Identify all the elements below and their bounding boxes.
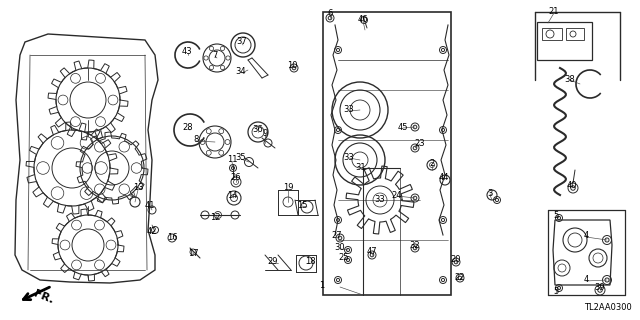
Text: 12: 12 — [210, 213, 220, 222]
Text: 34: 34 — [236, 68, 246, 76]
Text: 17: 17 — [188, 249, 198, 258]
Text: 23: 23 — [415, 139, 426, 148]
Text: 41: 41 — [145, 201, 156, 210]
Text: 29: 29 — [268, 258, 278, 267]
Text: 13: 13 — [132, 183, 143, 193]
Text: 5: 5 — [554, 211, 559, 220]
Text: 26: 26 — [230, 173, 241, 182]
Text: 14: 14 — [227, 190, 237, 199]
Bar — [542, 28, 562, 40]
Text: 19: 19 — [283, 183, 293, 193]
Text: 25: 25 — [339, 252, 349, 261]
Text: 43: 43 — [182, 47, 192, 57]
Text: 36: 36 — [253, 125, 264, 134]
Bar — [566, 28, 584, 40]
Text: 35: 35 — [236, 154, 246, 163]
Text: 24: 24 — [392, 190, 403, 199]
Text: 8: 8 — [193, 135, 198, 145]
Text: 38: 38 — [564, 76, 575, 84]
Text: 46: 46 — [358, 15, 368, 25]
Text: 27: 27 — [332, 231, 342, 241]
Text: 18: 18 — [305, 258, 316, 267]
Text: 3: 3 — [487, 188, 493, 197]
Text: 6: 6 — [327, 10, 333, 19]
Text: 33: 33 — [374, 196, 385, 204]
Text: 10: 10 — [287, 60, 297, 69]
Bar — [537, 22, 592, 60]
Text: 20: 20 — [451, 255, 461, 265]
Text: 11: 11 — [227, 156, 237, 164]
Text: 44: 44 — [439, 173, 449, 182]
Text: 28: 28 — [182, 124, 193, 132]
Text: 15: 15 — [297, 201, 307, 210]
Text: TL2AA0300: TL2AA0300 — [584, 303, 632, 313]
Text: 4: 4 — [584, 231, 589, 241]
Text: 37: 37 — [237, 37, 248, 46]
Text: 42: 42 — [147, 228, 157, 236]
Text: 40: 40 — [567, 180, 577, 189]
Text: 33: 33 — [344, 106, 355, 115]
Text: 21: 21 — [548, 7, 559, 17]
Text: 31: 31 — [356, 164, 366, 172]
Text: 45: 45 — [397, 123, 408, 132]
Text: 5: 5 — [554, 287, 559, 297]
Text: 2: 2 — [429, 158, 435, 167]
Text: 32: 32 — [410, 242, 420, 251]
Text: FR.: FR. — [33, 289, 56, 306]
Text: 33: 33 — [344, 153, 355, 162]
Text: 39: 39 — [595, 283, 605, 292]
Text: 16: 16 — [166, 233, 177, 242]
Text: 1: 1 — [319, 281, 324, 290]
Text: 7: 7 — [212, 51, 218, 60]
Text: 22: 22 — [455, 274, 465, 283]
Text: 30: 30 — [335, 244, 346, 252]
Text: 47: 47 — [367, 247, 378, 257]
Text: 4: 4 — [584, 276, 589, 284]
Text: 9: 9 — [262, 129, 268, 138]
